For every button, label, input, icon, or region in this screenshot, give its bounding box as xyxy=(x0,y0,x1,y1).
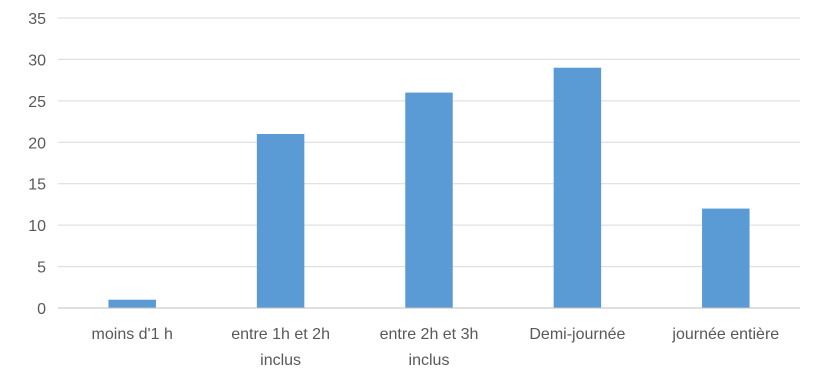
x-category-label-4-line-0: journée entière xyxy=(671,326,779,343)
y-tick-label-5: 5 xyxy=(37,260,46,277)
y-tick-label-10: 10 xyxy=(28,218,46,235)
x-category-label-1-line-0: entre 1h et 2h xyxy=(231,326,330,343)
bar-2 xyxy=(405,92,453,308)
x-category-label-1-line-1: inclus xyxy=(260,352,301,369)
y-tick-label-35: 35 xyxy=(28,11,46,28)
x-category-label-2-line-1: inclus xyxy=(409,352,450,369)
x-category-label-3-line-0: Demi-journée xyxy=(529,326,625,343)
x-axis-category-labels: moins d'1 h entre 1h et 2h inclus entre 2h … xyxy=(92,326,780,369)
y-tick-label-20: 20 xyxy=(28,135,46,152)
y-tick-label-25: 25 xyxy=(28,94,46,111)
x-category-label-2-line-0: entre 2h et 3h xyxy=(380,326,479,343)
bar-1 xyxy=(256,134,305,308)
x-category-label-0-line-0: moins d'1 h xyxy=(92,326,173,343)
bar-0 xyxy=(108,299,156,308)
y-axis-tick-labels: 0 5 10 15 20 25 30 35 xyxy=(28,11,46,318)
y-tick-label-15: 15 xyxy=(28,177,46,194)
bar-3 xyxy=(553,67,602,308)
bar-4 xyxy=(702,208,750,308)
y-tick-label-30: 30 xyxy=(28,52,46,69)
bars xyxy=(108,67,750,308)
y-tick-label-0: 0 xyxy=(37,301,46,318)
